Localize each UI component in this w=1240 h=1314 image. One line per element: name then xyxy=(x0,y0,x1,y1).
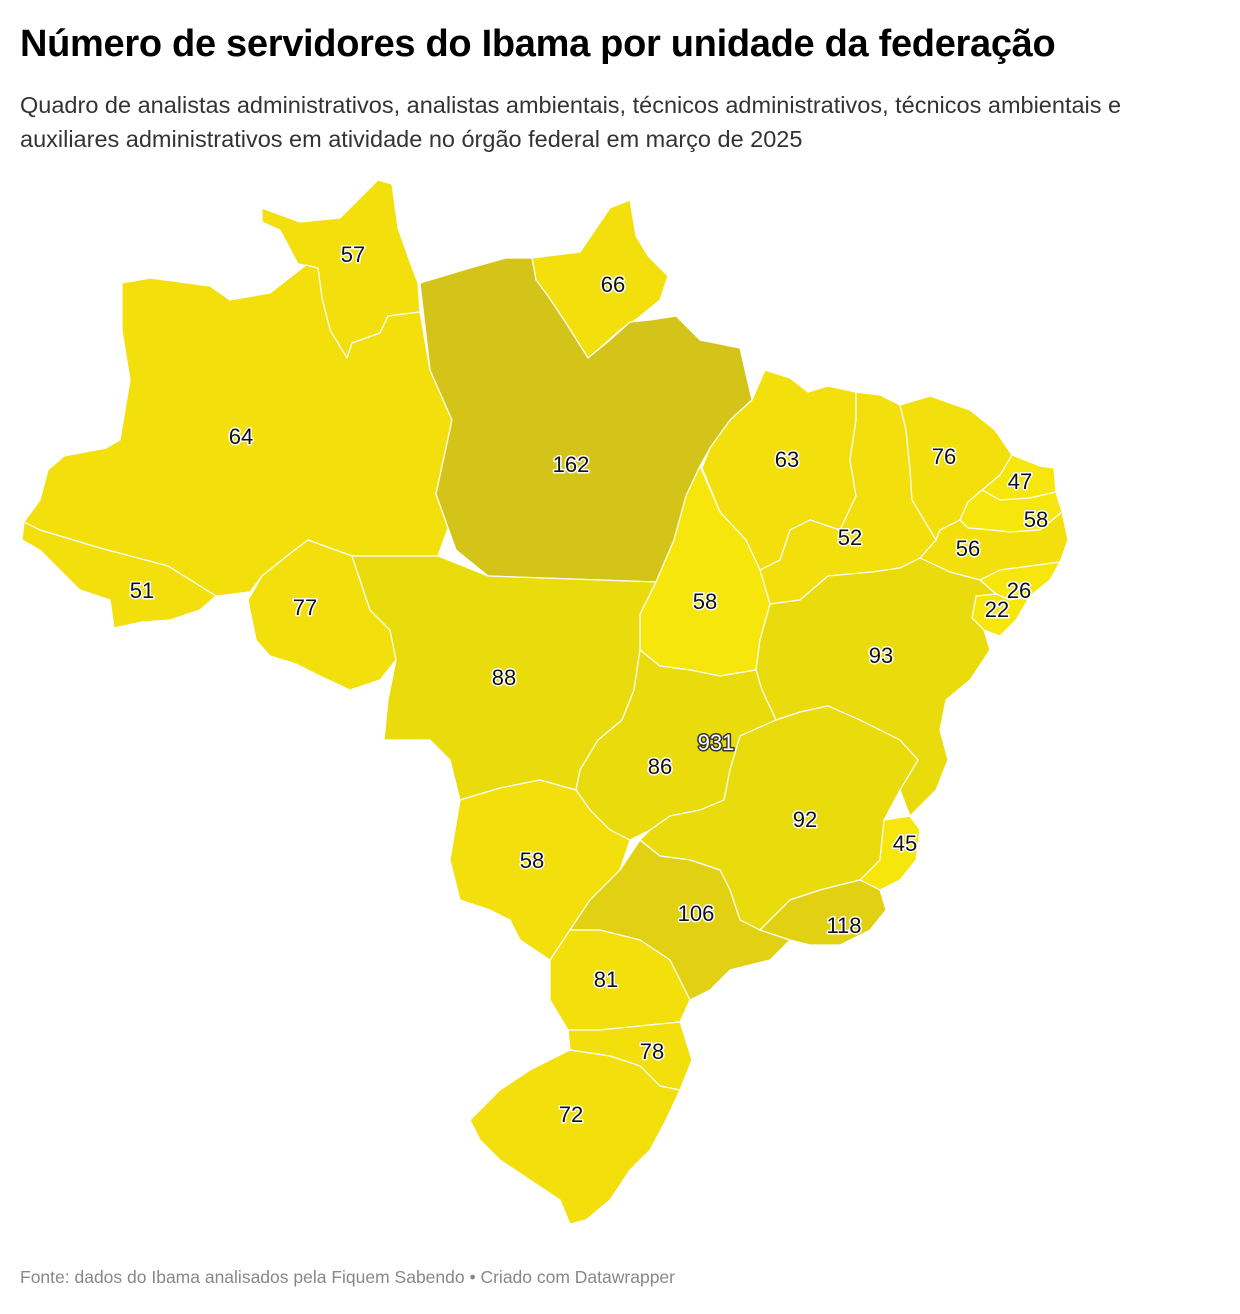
source-footer: Fonte: dados do Ibama analisados pela Fi… xyxy=(20,1267,675,1287)
label-rj: 118 xyxy=(826,913,861,938)
label-df: 931 xyxy=(698,730,735,755)
label-sp: 106 xyxy=(678,901,715,926)
label-pb: 58 xyxy=(1024,507,1048,532)
label-rs: 72 xyxy=(559,1102,583,1127)
label-sc: 78 xyxy=(640,1039,664,1064)
label-ma: 63 xyxy=(775,447,799,472)
label-mt: 88 xyxy=(492,665,516,690)
label-ac: 51 xyxy=(130,578,154,603)
label-pa: 162 xyxy=(553,452,590,477)
label-se: 22 xyxy=(985,597,1009,622)
label-pi: 52 xyxy=(838,525,862,550)
chart-title: Número de servidores do Ibama por unidad… xyxy=(20,23,1056,65)
state-ac[interactable] xyxy=(21,521,217,629)
chart-subtitle: Quadro de analistas administrativos, ana… xyxy=(20,92,1122,152)
brazil-map: 57 66 64 162 63 76 47 58 52 56 51 26 22 … xyxy=(21,179,1069,1225)
label-ce: 76 xyxy=(932,444,956,469)
label-rn: 47 xyxy=(1008,469,1032,494)
label-to: 58 xyxy=(693,589,717,614)
label-ap: 66 xyxy=(601,272,625,297)
label-es: 45 xyxy=(893,831,917,856)
label-pr: 81 xyxy=(594,967,618,992)
state-rj[interactable] xyxy=(759,879,887,946)
state-pa[interactable] xyxy=(419,257,753,583)
label-rr: 57 xyxy=(341,242,365,267)
label-pe: 56 xyxy=(956,536,980,561)
label-mg: 92 xyxy=(793,807,817,832)
label-am: 64 xyxy=(229,424,253,449)
label-ms: 58 xyxy=(520,848,544,873)
label-go: 86 xyxy=(648,754,672,779)
label-ba: 93 xyxy=(869,643,893,668)
state-rs[interactable] xyxy=(469,1049,681,1225)
label-ro: 77 xyxy=(293,595,317,620)
label-al: 26 xyxy=(1007,578,1031,603)
